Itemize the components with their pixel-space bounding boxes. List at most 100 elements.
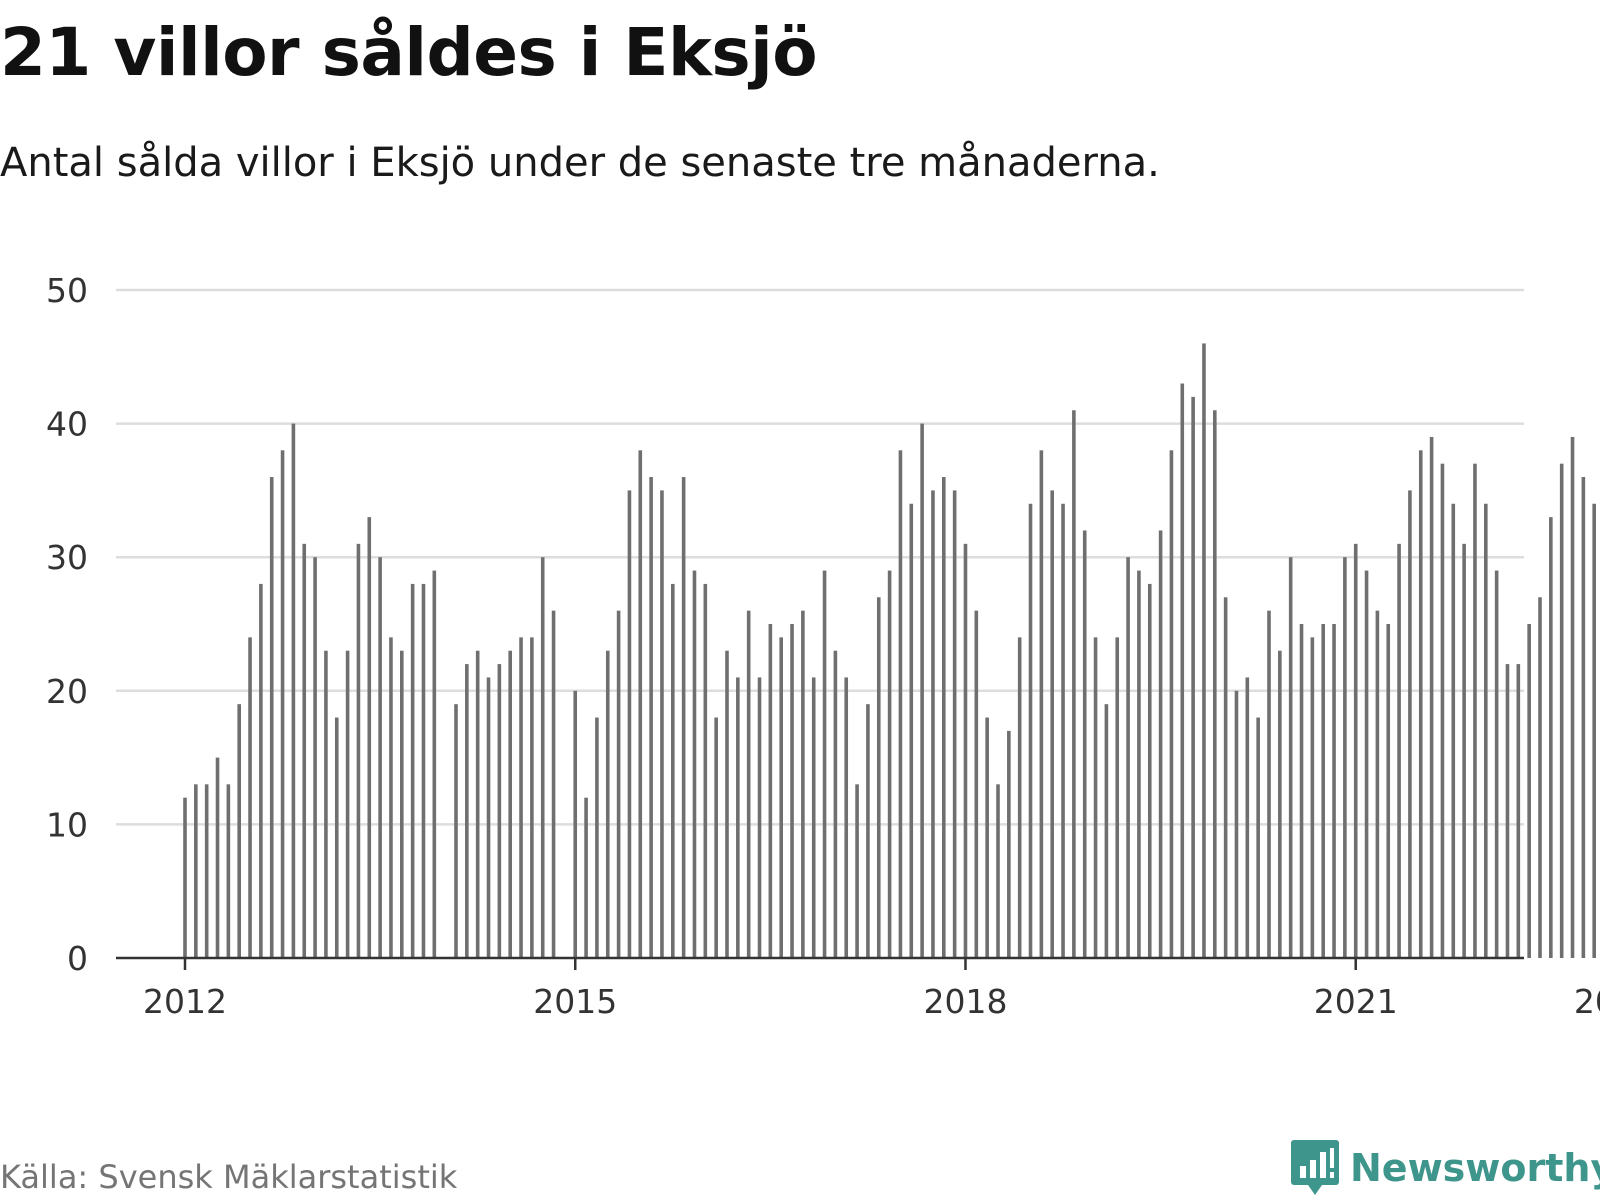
bar bbox=[1364, 570, 1369, 958]
bar bbox=[378, 557, 382, 958]
bar bbox=[1191, 396, 1195, 958]
bar bbox=[942, 477, 946, 958]
bar bbox=[410, 583, 415, 958]
bar bbox=[627, 490, 632, 958]
x-tick-label: 2023 bbox=[1574, 982, 1600, 1021]
bar bbox=[1440, 463, 1445, 958]
bar bbox=[1082, 530, 1087, 958]
bar bbox=[248, 637, 252, 958]
bar bbox=[1104, 704, 1109, 958]
bar bbox=[1559, 463, 1564, 958]
bar bbox=[920, 423, 924, 959]
bar bbox=[1115, 637, 1120, 958]
y-tick-label: 0 bbox=[67, 939, 88, 978]
bar bbox=[573, 690, 578, 958]
bar bbox=[692, 570, 697, 958]
bar bbox=[1516, 664, 1521, 958]
bar bbox=[1581, 477, 1586, 958]
y-tick-label: 10 bbox=[46, 805, 88, 844]
bar bbox=[400, 650, 404, 958]
bar bbox=[280, 450, 285, 958]
y-tick-label: 50 bbox=[46, 271, 88, 310]
y-tick-label: 20 bbox=[46, 672, 88, 711]
y-tick-label: 40 bbox=[46, 405, 88, 444]
bar bbox=[1332, 624, 1336, 958]
bar bbox=[985, 717, 989, 958]
bar bbox=[844, 677, 849, 958]
bar bbox=[1017, 637, 1022, 958]
bar bbox=[291, 423, 296, 959]
bar bbox=[1223, 597, 1228, 958]
bar bbox=[269, 477, 274, 958]
bar bbox=[1570, 436, 1575, 959]
x-tick-label: 2021 bbox=[1314, 982, 1398, 1021]
bar bbox=[475, 650, 480, 958]
bar bbox=[681, 477, 686, 958]
x-axis: 2012 2015 2018 2021 2023 bbox=[116, 956, 1600, 1021]
bar bbox=[605, 650, 610, 958]
bar bbox=[1321, 624, 1325, 958]
bar bbox=[1429, 436, 1434, 959]
bar bbox=[833, 650, 838, 958]
bar bbox=[595, 717, 599, 958]
bar bbox=[497, 664, 502, 958]
bar bbox=[334, 717, 339, 958]
bar bbox=[1592, 503, 1596, 958]
bar bbox=[801, 610, 805, 958]
bar bbox=[1061, 503, 1065, 958]
bar bbox=[486, 677, 491, 958]
bar bbox=[215, 757, 220, 958]
bar bbox=[725, 650, 729, 958]
bar bbox=[638, 450, 643, 958]
bar bbox=[530, 637, 534, 958]
bar bbox=[1549, 517, 1553, 958]
bar bbox=[226, 784, 231, 958]
bar bbox=[183, 797, 187, 958]
y-axis-ticks: 0 10 20 30 40 50 bbox=[46, 271, 88, 978]
bar bbox=[1007, 730, 1011, 958]
bar bbox=[866, 704, 870, 958]
bar bbox=[660, 490, 664, 958]
bar bbox=[519, 637, 523, 958]
bar bbox=[1039, 450, 1044, 958]
bar bbox=[1213, 410, 1217, 958]
bar bbox=[313, 557, 317, 958]
bar bbox=[822, 570, 827, 958]
bar bbox=[1234, 690, 1239, 958]
chart-subtitle: Antal sålda villor i Eksjö under de sena… bbox=[0, 140, 1160, 186]
bar bbox=[1072, 410, 1076, 958]
bar bbox=[1028, 503, 1033, 958]
bar bbox=[649, 477, 653, 958]
bar bbox=[1494, 570, 1499, 958]
bar bbox=[302, 543, 307, 958]
bar bbox=[259, 583, 263, 958]
bar bbox=[952, 490, 957, 958]
bar bbox=[1451, 503, 1456, 958]
bar bbox=[1256, 717, 1260, 958]
bar bbox=[736, 677, 740, 958]
bar bbox=[1299, 624, 1304, 958]
bar bbox=[1147, 583, 1152, 958]
bar bbox=[1418, 450, 1423, 958]
chart-title: 21 villor såldes i Eksjö bbox=[0, 14, 818, 91]
bar bbox=[584, 797, 588, 958]
bar bbox=[540, 557, 545, 958]
bar bbox=[389, 637, 393, 958]
bar bbox=[1462, 543, 1466, 958]
bar bbox=[1397, 543, 1401, 958]
bar bbox=[1202, 343, 1206, 958]
bar bbox=[768, 624, 773, 958]
bar bbox=[345, 650, 350, 958]
bar bbox=[876, 597, 881, 958]
bar bbox=[963, 543, 968, 958]
x-tick-label: 2018 bbox=[923, 982, 1007, 1021]
bar bbox=[432, 570, 437, 958]
bar bbox=[508, 650, 512, 958]
bar bbox=[1278, 650, 1282, 958]
bar bbox=[194, 784, 198, 958]
bar bbox=[855, 784, 859, 958]
bar bbox=[757, 677, 762, 958]
bar bbox=[367, 517, 372, 958]
bar bbox=[931, 490, 935, 958]
